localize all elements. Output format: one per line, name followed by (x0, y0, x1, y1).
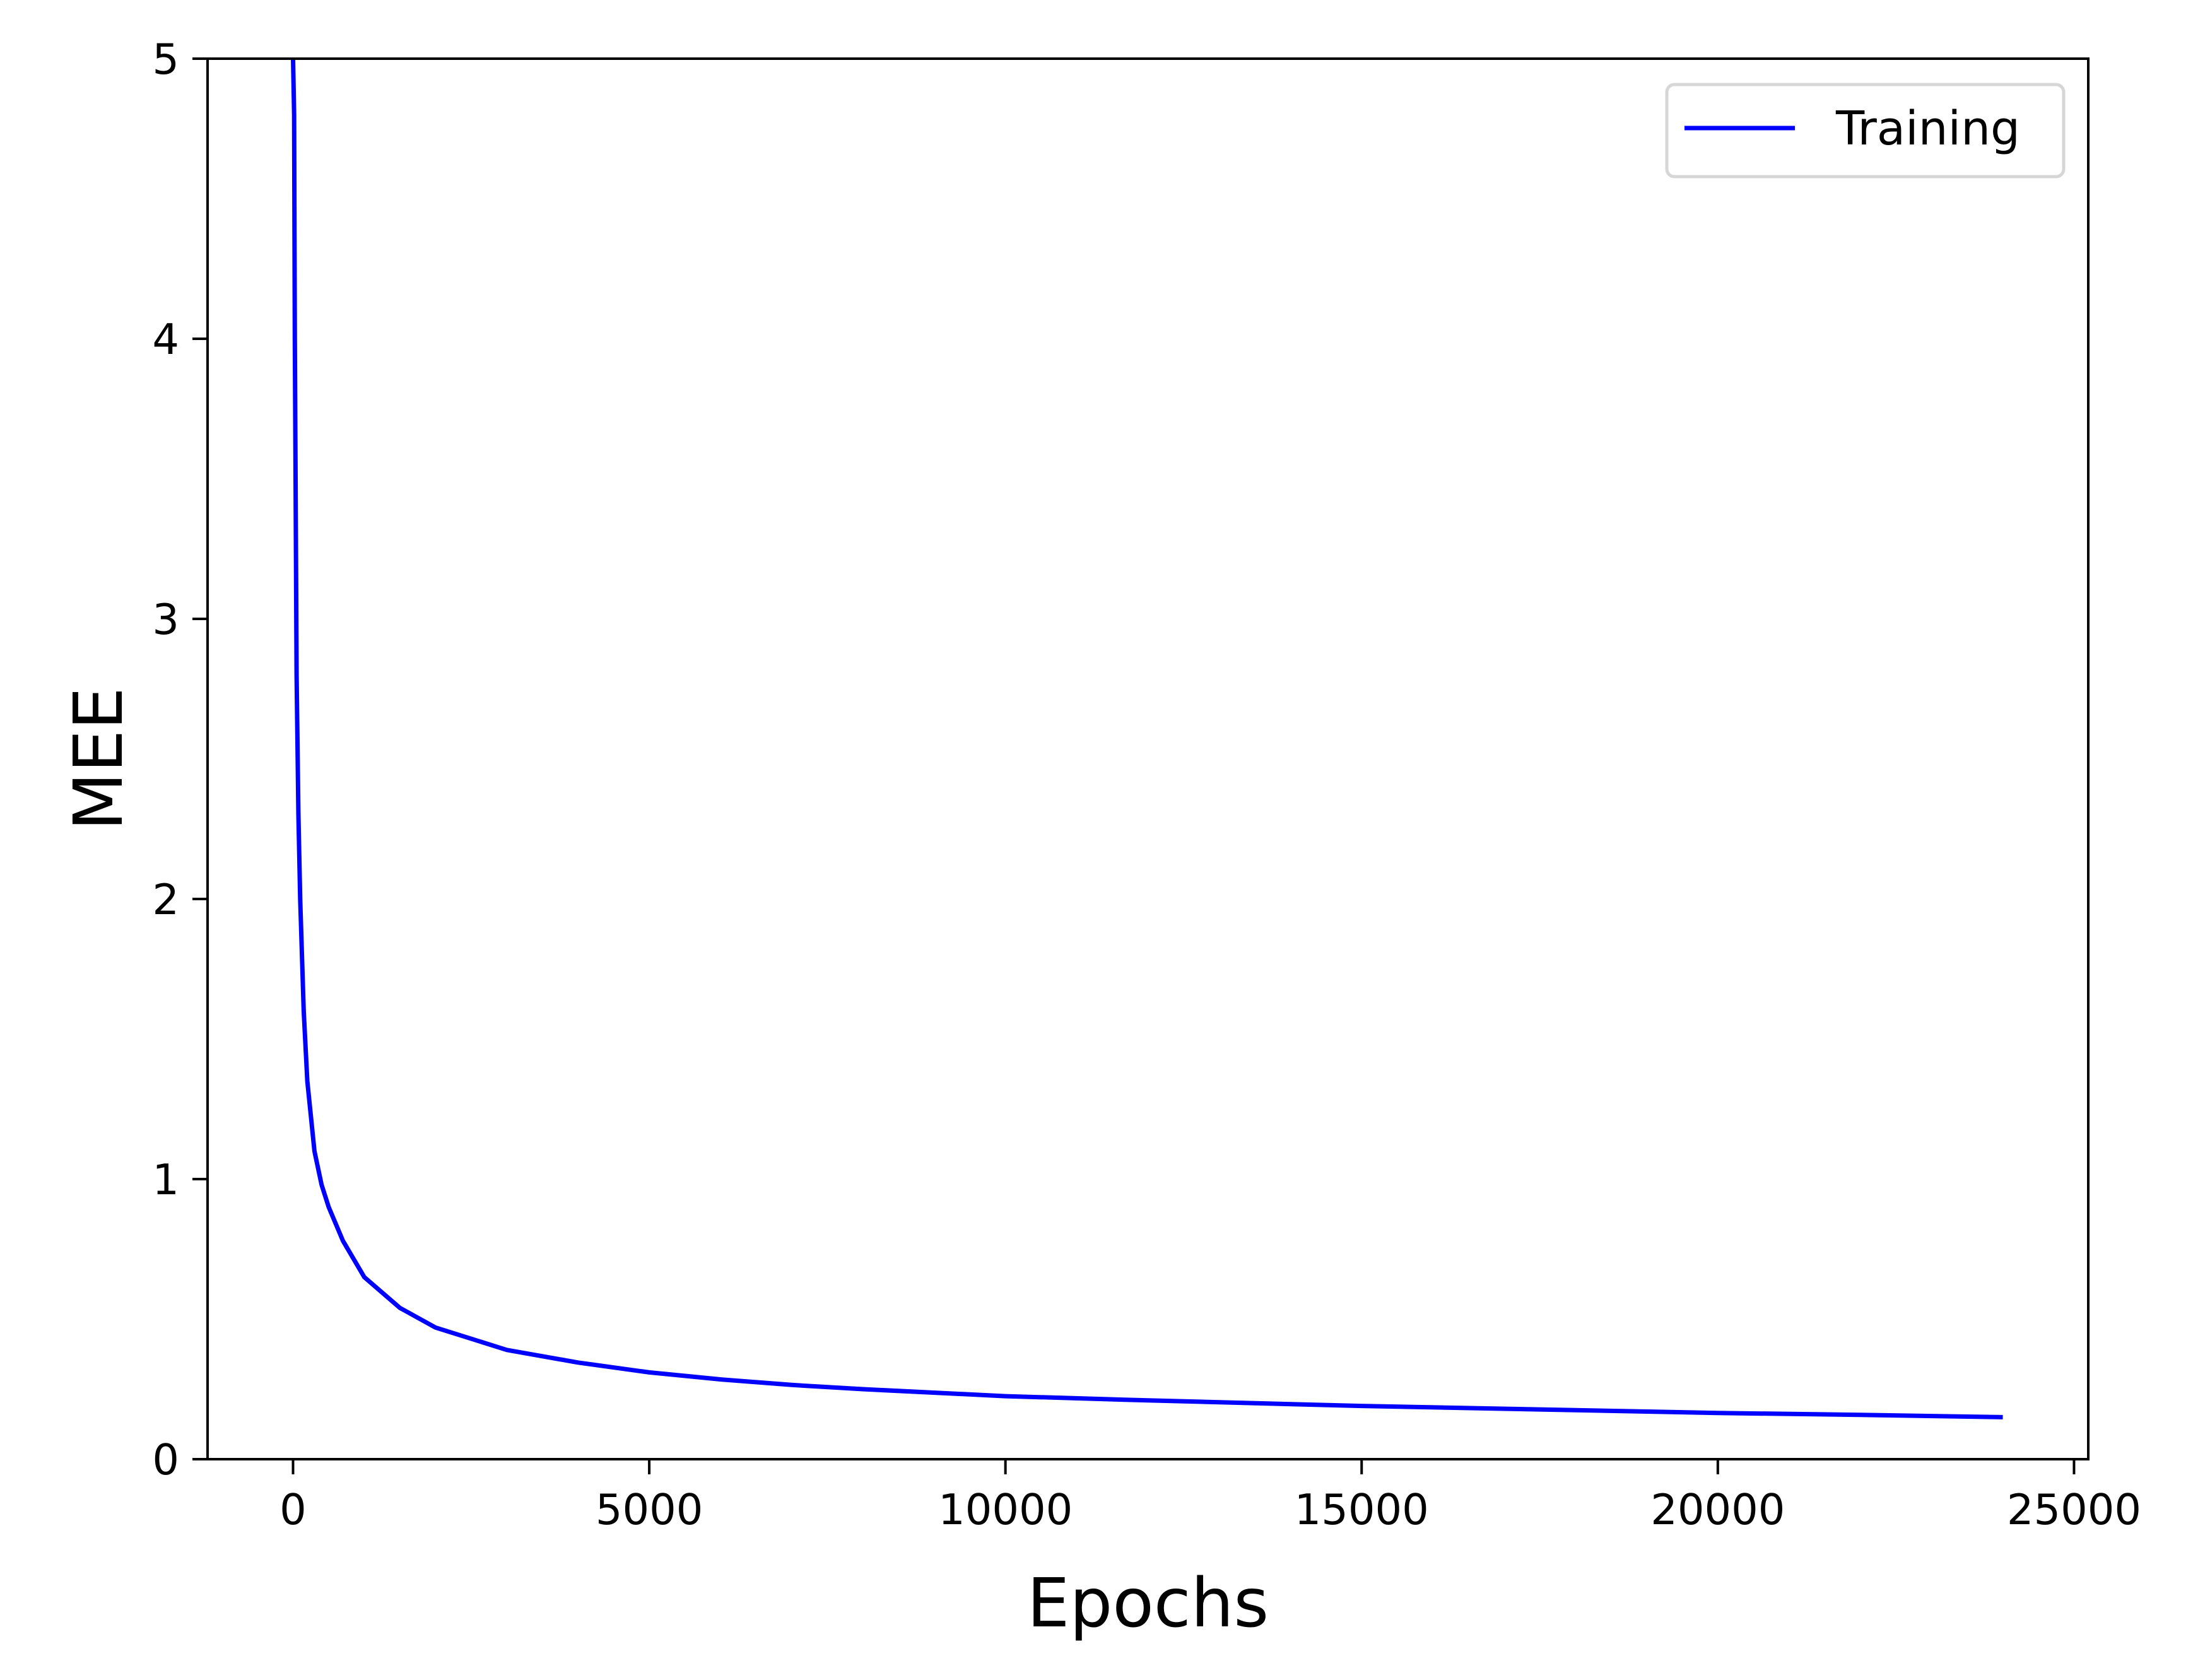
x-tick-label: 10000 (938, 1485, 1073, 1534)
y-tick-label: 1 (152, 1155, 179, 1204)
series-line-training (291, 58, 2003, 1419)
x-tick-label: 25000 (2007, 1485, 2141, 1534)
y-tick-label: 3 (152, 595, 179, 644)
x-tick-label: 5000 (596, 1485, 703, 1534)
y-tick-label: 4 (152, 315, 179, 364)
axes: 0 5000 10000 15000 20000 25000 0 1 2 3 4 5 (152, 35, 2141, 1534)
x-axis-label: Epochs (1027, 1565, 1269, 1643)
x-tick-label: 15000 (1295, 1485, 1429, 1534)
legend: Training (1665, 83, 2066, 179)
y-tick-label: 2 (152, 875, 179, 924)
legend-label-training: Training (1835, 102, 2020, 156)
plot-area (291, 58, 2003, 1419)
legend-box (1665, 83, 2066, 179)
plot-frame (206, 57, 2090, 1460)
y-tick-label: 5 (152, 35, 179, 84)
y-axis-label: MEE (60, 687, 138, 831)
x-tick-label: 20000 (1650, 1485, 1785, 1534)
x-tick-label: 0 (279, 1485, 307, 1534)
y-tick-label: 0 (152, 1435, 179, 1484)
